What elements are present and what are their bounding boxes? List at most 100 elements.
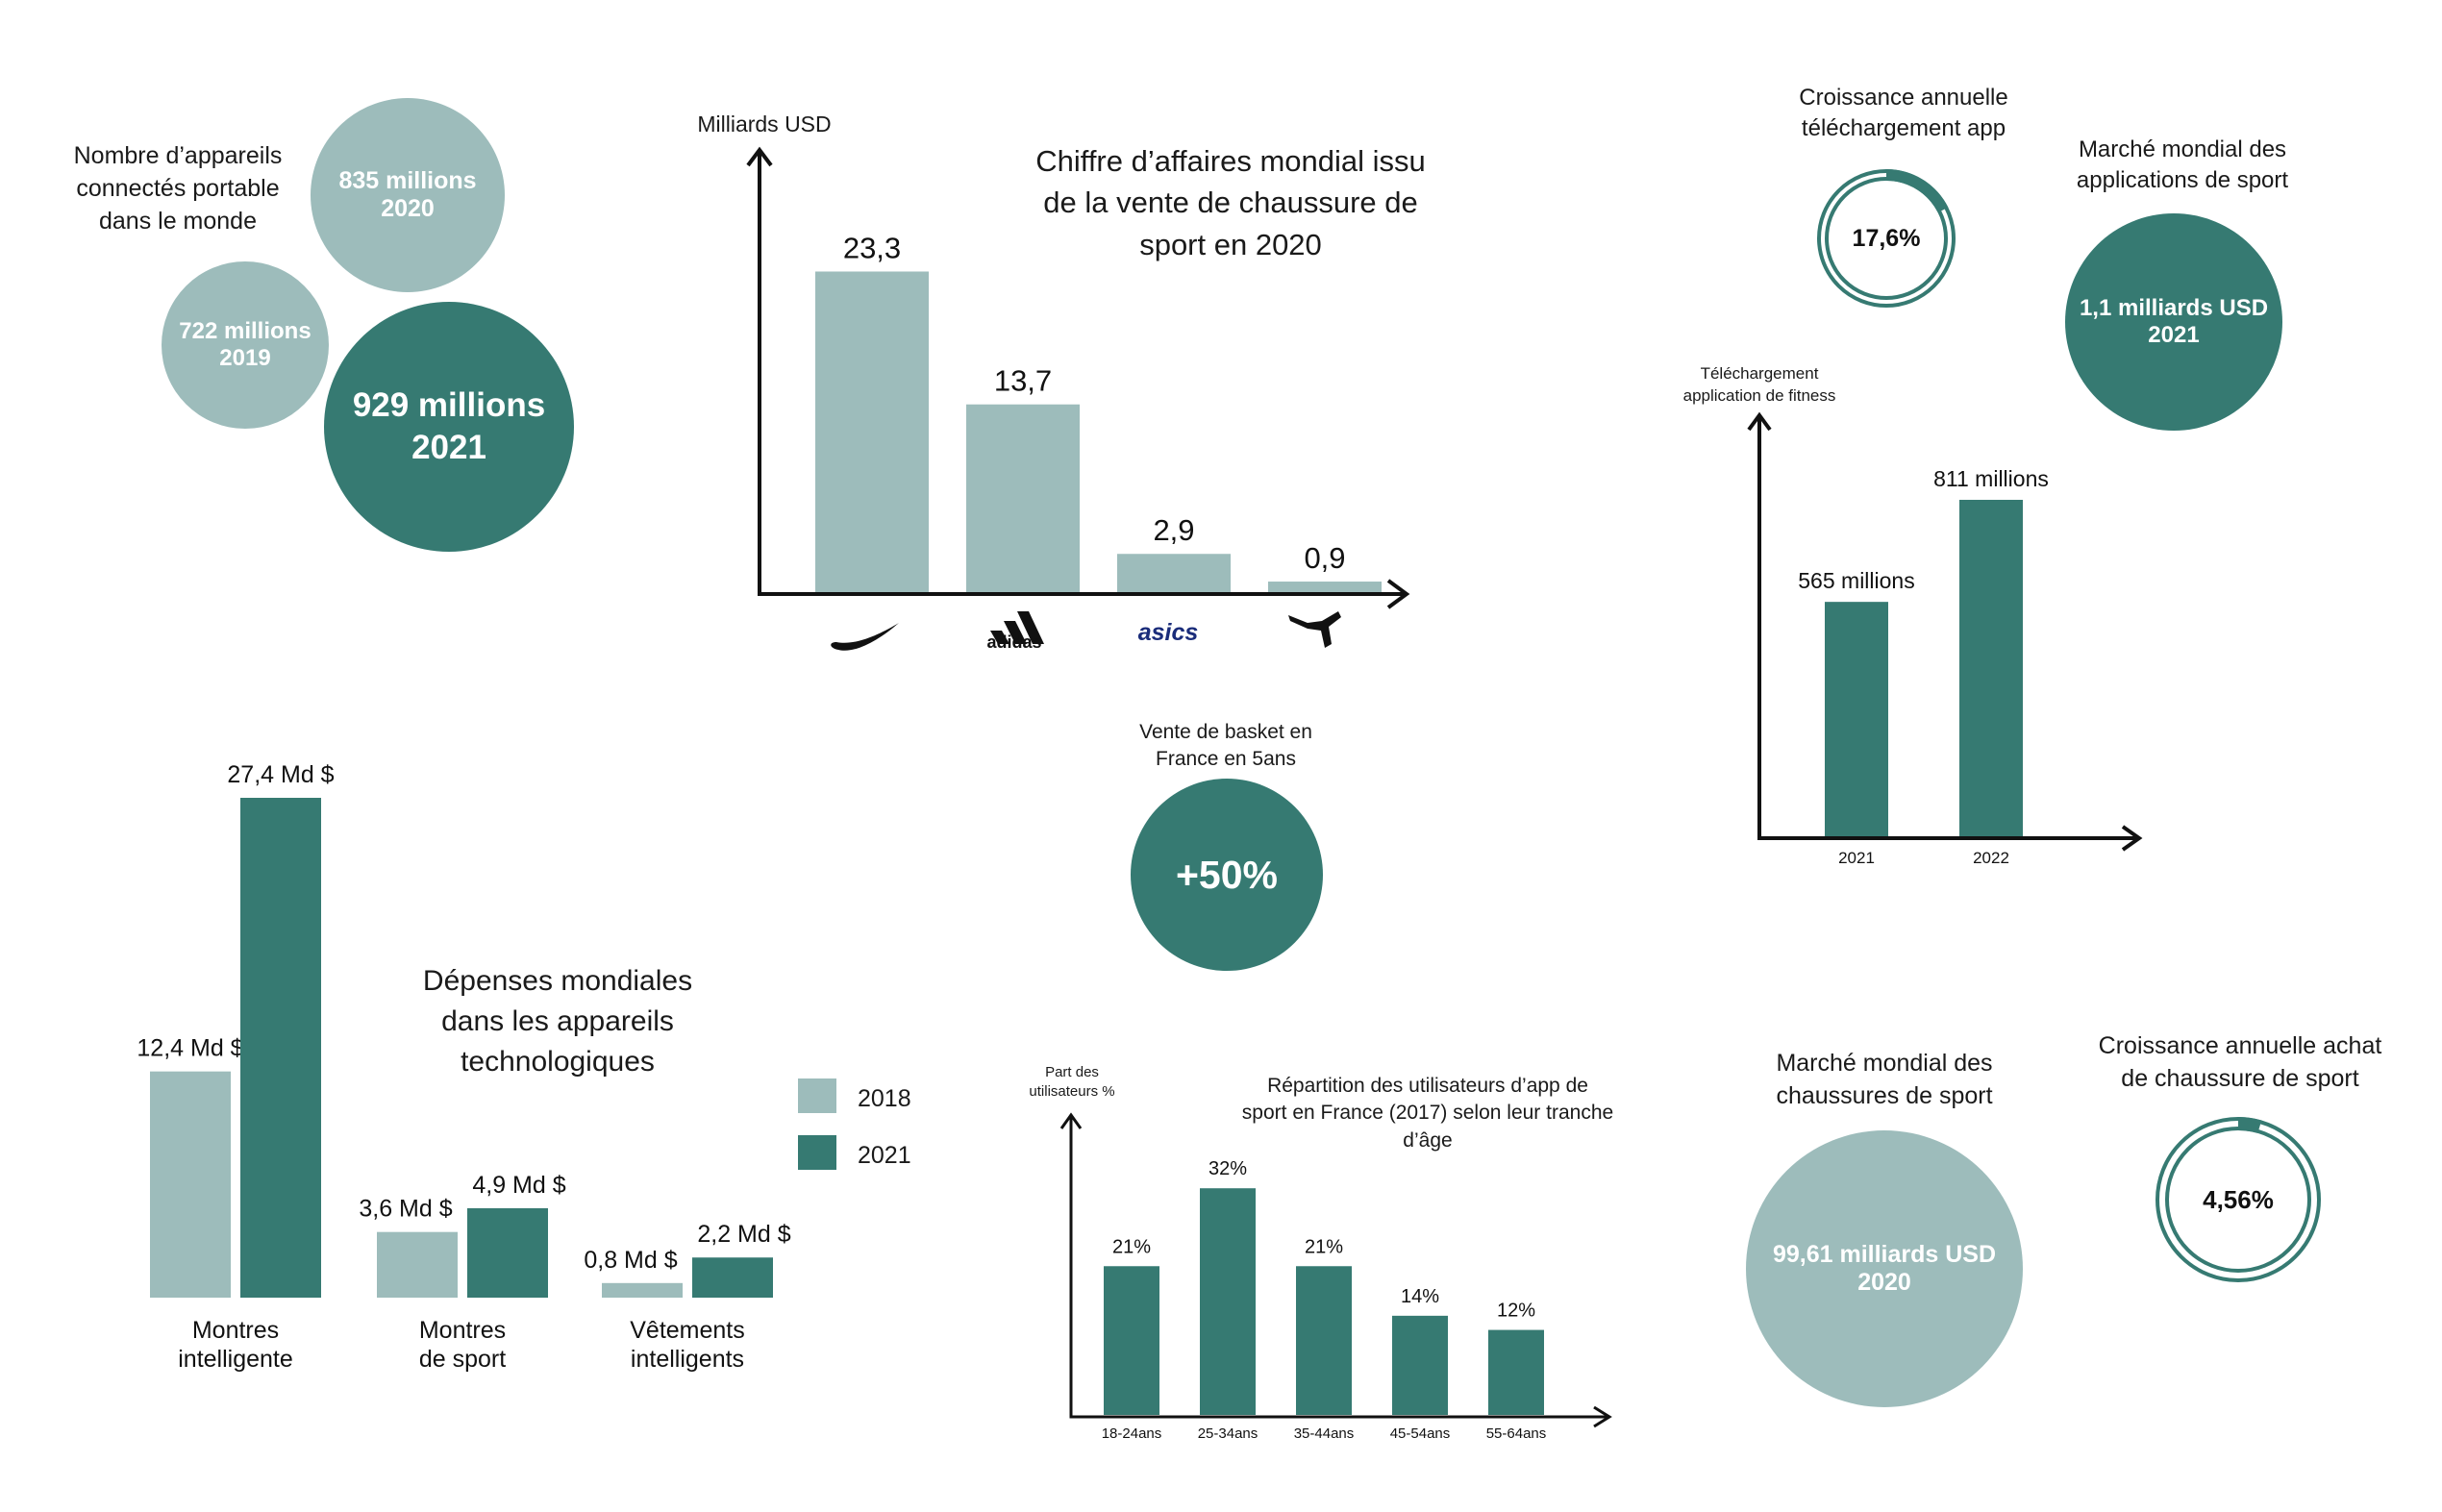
c3-value-label-1-1: 4,9 Md $ — [472, 1172, 565, 1199]
basket-sales-value: +50% — [1175, 852, 1278, 897]
spending-title: Dépenses mondiales dans les appareils te… — [422, 965, 693, 1078]
c4-axes — [1069, 1115, 1607, 1419]
asics-logo: asics — [1138, 619, 1199, 646]
c4-tick-label-3: 45-54ans — [1390, 1425, 1451, 1442]
c3-bar-2-0 — [602, 1282, 683, 1298]
shoes-revenue-ylabel: Milliards USD — [697, 112, 832, 136]
spending-legend: 2018 2021 — [798, 1078, 911, 1170]
c3-category-label-0-1: intelligente — [178, 1346, 293, 1373]
age-ylabel: Part des utilisateurs % — [1029, 1064, 1115, 1101]
c4-bar-4 — [1488, 1329, 1544, 1415]
c3-category-label-2-1: intelligents — [631, 1346, 744, 1373]
c4-tick-label-2: 35-44ans — [1294, 1425, 1355, 1442]
c2-value-label-1: 811 millions — [1933, 466, 2049, 491]
shoes-growth-label: Croissance annuelle achat de chaussure d… — [2098, 1032, 2382, 1092]
legend-label-2021: 2021 — [858, 1142, 911, 1169]
shoes-market-year: 2020 — [1857, 1269, 1911, 1296]
app-market-circle: 1,1 milliards USD 2021 — [2065, 213, 2282, 431]
c1-value-label-2: 2,9 — [1153, 513, 1194, 547]
c1-value-label-3: 0,9 — [1304, 541, 1345, 575]
shoes-market-value: 99,61 milliards USD — [1772, 1241, 1997, 1268]
c1-value-label-0: 23,3 — [843, 231, 901, 264]
c2-tick-label-1: 2022 — [1973, 849, 2009, 867]
c4-value-label-3: 14% — [1401, 1286, 1439, 1307]
bubble-2019-value: 722 millions — [179, 318, 311, 344]
puma-logo — [1288, 611, 1341, 648]
c4-bar-1 — [1200, 1188, 1256, 1415]
c1-bar-1 — [966, 404, 1080, 594]
age-title: Répartition des utilisateurs d’app de sp… — [1241, 1075, 1614, 1152]
c4-bar-3 — [1392, 1315, 1448, 1415]
app-market-year: 2021 — [2148, 322, 2200, 348]
c3-bar-1-1 — [467, 1208, 548, 1298]
basket-sales-circle: +50% — [1131, 779, 1323, 971]
c4-value-label-1: 32% — [1209, 1158, 1247, 1179]
bubble-2020-value: 835 millions — [338, 167, 477, 194]
app-growth-ring: 17,6% — [1817, 169, 1956, 308]
adidas-logo: adidas — [986, 611, 1044, 652]
app-growth-label: Croissance annuelle téléchargement app — [1799, 85, 2008, 142]
c3-bar-0-0 — [150, 1071, 231, 1298]
c4-tick-label-4: 55-64ans — [1486, 1425, 1547, 1442]
shoes-growth-ring: 4,56% — [2155, 1117, 2321, 1282]
c4-tick-label-1: 25-34ans — [1198, 1425, 1258, 1442]
c1-value-label-1: 13,7 — [994, 364, 1052, 398]
fitness-ylabel: Téléchargement application de fitness — [1682, 364, 1836, 405]
c2-yaxis-arrow — [1747, 411, 1772, 432]
c3-value-label-1-0: 3,6 Md $ — [359, 1196, 452, 1223]
c3-value-label-0-0: 12,4 Md $ — [137, 1035, 243, 1062]
shoes-market-circle: 99,61 milliards USD 2020 — [1746, 1130, 2023, 1407]
bubble-2019: 722 millions 2019 — [162, 261, 329, 429]
basket-sales-label: Vente de basket en France en 5ans — [1139, 721, 1312, 771]
c4-bar-0 — [1104, 1266, 1159, 1415]
c2-bar-0 — [1825, 602, 1888, 836]
app-growth-value: 17,6% — [1853, 225, 1921, 252]
c1-bar-0 — [815, 271, 929, 594]
c3-bar-1-0 — [377, 1231, 458, 1298]
c3-category-label-2-0: Vêtements — [630, 1317, 745, 1344]
c2-tick-label-0: 2021 — [1838, 849, 1875, 867]
app-market-value: 1,1 milliards USD — [2079, 295, 2269, 321]
c1-yaxis-arrow — [746, 146, 773, 167]
c4-tick-label-0: 18-24ans — [1102, 1425, 1162, 1442]
c3-category-label-1-1: de sport — [419, 1346, 506, 1373]
c1-xaxis-arrow — [1386, 579, 1410, 609]
adidas-logo-text: adidas — [986, 632, 1041, 652]
c3-value-label-0-1: 27,4 Md $ — [227, 761, 334, 788]
c1-bar-2 — [1117, 554, 1231, 594]
bubble-2021-value: 929 millions — [352, 386, 546, 425]
devices-label: Nombre d’appareils connectés portable da… — [73, 142, 283, 235]
legend-swatch-2018 — [798, 1078, 836, 1113]
c4-yaxis-arrow — [1059, 1112, 1083, 1129]
shoes-market-label: Marché mondial des chaussures de sport — [1776, 1050, 1993, 1109]
c3-category-label-0-0: Montres — [192, 1317, 279, 1344]
bubble-2020: 835 millions 2020 — [311, 98, 505, 292]
c4-value-label-2: 21% — [1305, 1236, 1343, 1257]
bubble-2019-year: 2019 — [219, 345, 271, 371]
c1-axes — [758, 150, 1404, 596]
shoes-revenue-title: Chiffre d’affaires mondial issu de la ve… — [1035, 144, 1426, 261]
bubble-2020-year: 2020 — [381, 195, 435, 222]
c3-value-label-2-1: 2,2 Md $ — [697, 1221, 790, 1248]
c1-bar-3 — [1268, 582, 1382, 594]
c2-xaxis-arrow — [2121, 825, 2143, 852]
c3-bar-2-1 — [692, 1257, 773, 1298]
c3-category-label-1-0: Montres — [419, 1317, 506, 1344]
c4-value-label-0: 21% — [1112, 1236, 1151, 1257]
app-market-label: Marché mondial des applications de sport — [2076, 136, 2289, 194]
c2-bar-1 — [1959, 499, 2023, 836]
c2-axes — [1757, 415, 2136, 840]
c4-xaxis-arrow — [1593, 1405, 1612, 1428]
c3-bar-0-1 — [240, 798, 321, 1298]
legend-label-2018: 2018 — [858, 1085, 911, 1112]
bubble-2021-year: 2021 — [411, 429, 486, 466]
legend-swatch-2021 — [798, 1135, 836, 1170]
shoes-growth-value: 4,56% — [2203, 1185, 2274, 1214]
c2-value-label-0: 565 millions — [1798, 568, 1914, 593]
nike-logo — [831, 623, 899, 651]
bubble-2021: 929 millions 2021 — [324, 302, 574, 552]
